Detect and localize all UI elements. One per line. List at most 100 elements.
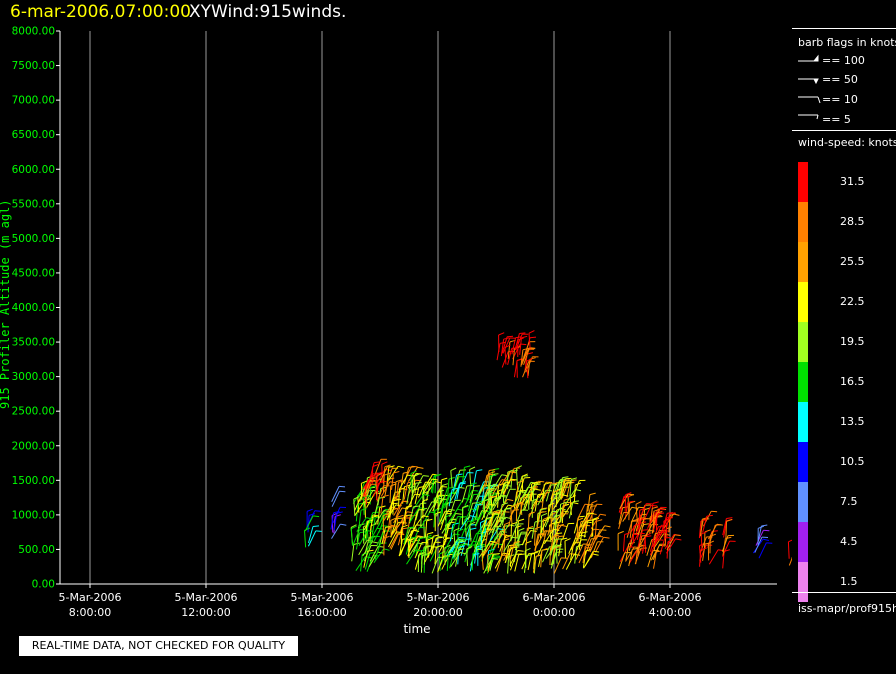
wind-barb-flag xyxy=(423,493,430,497)
wind-barb-flag xyxy=(504,521,510,526)
wind-barb xyxy=(590,541,598,558)
wind-barb-flag xyxy=(351,525,357,530)
wind-barb-flag xyxy=(438,497,445,500)
wind-barb xyxy=(519,337,522,355)
wind-barb xyxy=(630,507,639,523)
wind-barb-flag xyxy=(505,485,512,487)
wind-barb-flag xyxy=(401,507,408,510)
wind-barb xyxy=(449,551,455,569)
wind-barb xyxy=(522,487,532,503)
wind-barb xyxy=(665,513,670,531)
wind-barb-flag xyxy=(444,544,451,549)
wind-barb xyxy=(497,531,501,549)
y-tick-label: 4000.00 xyxy=(12,302,55,314)
wind-barb xyxy=(494,511,501,528)
wind-barb xyxy=(447,513,457,529)
wind-barb xyxy=(376,485,385,502)
wind-barb-flag xyxy=(447,537,454,539)
barb-10-label: == 10 xyxy=(822,93,858,106)
wind-barb xyxy=(507,348,513,366)
wind-barb xyxy=(562,523,569,540)
wind-barb xyxy=(461,485,468,503)
wind-barb xyxy=(331,486,340,502)
wind-barb-flag xyxy=(565,482,572,484)
wind-barb xyxy=(428,497,439,513)
x-tick-date: 5-Mar-2006 xyxy=(407,591,470,604)
wind-barb-flag xyxy=(409,485,416,488)
wind-barb xyxy=(407,466,418,482)
wind-barb-flag xyxy=(514,541,521,543)
wind-barb xyxy=(545,484,552,502)
color-scale-label: 10.5 xyxy=(840,455,865,468)
wind-barb-flag xyxy=(442,483,449,486)
wind-barb xyxy=(541,493,545,511)
wind-barb xyxy=(473,535,481,553)
wind-barb-flag xyxy=(631,520,638,522)
wind-barb-flag xyxy=(578,515,585,518)
wind-barb-flag xyxy=(362,552,369,555)
wind-barb xyxy=(549,536,554,554)
wind-barb xyxy=(569,498,572,516)
wind-barb xyxy=(438,504,443,522)
wind-barb xyxy=(437,510,446,527)
wind-barb-flag xyxy=(555,544,562,547)
wind-barb xyxy=(500,339,505,357)
wind-barb xyxy=(575,543,584,560)
wind-barb-flag xyxy=(511,521,518,525)
wind-barb xyxy=(582,546,586,563)
wind-barb-flag xyxy=(397,465,405,469)
color-swatch xyxy=(798,442,808,482)
x-tick-time: 12:00:00 xyxy=(181,606,230,619)
wind-barb xyxy=(451,516,459,533)
wind-barb-flag xyxy=(388,465,395,468)
wind-barb-flag xyxy=(545,530,552,532)
wind-barb-flag xyxy=(486,473,493,476)
wind-barb-flag xyxy=(378,496,386,499)
wind-barb-flag xyxy=(534,482,541,484)
x-tick-time: 20:00:00 xyxy=(413,606,462,619)
wind-barb-flag xyxy=(491,558,498,560)
wind-barb xyxy=(383,527,390,544)
wind-barb-flag xyxy=(434,474,441,477)
wind-barb-flag xyxy=(700,547,707,551)
wind-barb-flag xyxy=(481,549,488,554)
wind-barb xyxy=(497,485,506,502)
wind-barb xyxy=(431,557,439,574)
color-scale-label: 16.5 xyxy=(840,375,865,388)
wind-barb xyxy=(577,521,587,538)
wind-barb-flag xyxy=(511,347,518,349)
wind-barb xyxy=(388,531,397,548)
wind-barb xyxy=(536,509,541,527)
wind-barb-flag xyxy=(436,537,443,539)
wind-barb-flag xyxy=(548,502,555,506)
wind-barb xyxy=(411,475,414,493)
wind-barb xyxy=(578,547,587,564)
wind-barb-flag xyxy=(660,531,667,533)
wind-barb-flag xyxy=(401,521,408,524)
wind-barb xyxy=(565,554,575,570)
wind-barb xyxy=(441,547,450,563)
wind-barb xyxy=(550,539,557,556)
wind-barb xyxy=(565,489,576,505)
wind-barb xyxy=(523,341,530,358)
wind-barb xyxy=(540,517,548,534)
wind-barb-flag xyxy=(313,515,320,518)
wind-barb-flag xyxy=(379,505,386,508)
wind-barb-flag xyxy=(390,517,397,521)
wind-barb xyxy=(536,530,546,546)
wind-barb xyxy=(577,521,582,539)
wind-barb xyxy=(481,529,488,546)
wind-barb xyxy=(449,500,456,517)
y-tick-label: 3500.00 xyxy=(12,337,55,349)
color-swatch xyxy=(798,402,808,442)
wind-barb xyxy=(559,481,563,499)
color-scale-label: 7.5 xyxy=(840,495,858,508)
wind-barb xyxy=(447,538,459,554)
y-tick-labels: 0.00 500.00 1000.00 1500.00 2000.00 2500.00 30… xyxy=(12,26,55,591)
wind-barb-flag xyxy=(464,465,471,468)
wind-barb-flag xyxy=(383,513,389,517)
wind-barb xyxy=(396,482,399,500)
wind-barb-flag xyxy=(553,528,560,531)
wind-barb xyxy=(522,482,532,498)
wind-barb-flag xyxy=(541,512,548,517)
